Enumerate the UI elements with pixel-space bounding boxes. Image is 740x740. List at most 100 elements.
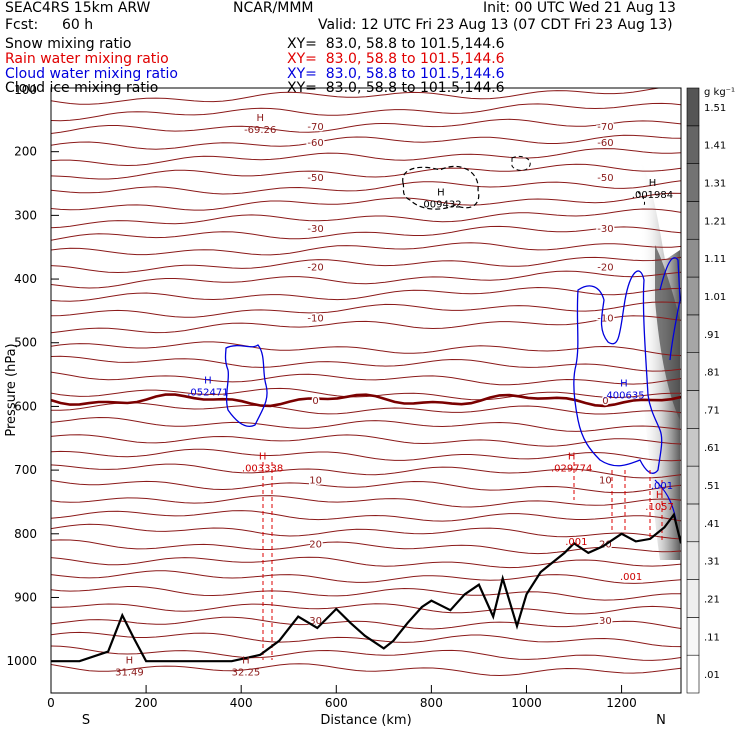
left-end-label: S [82,713,90,728]
isotherm-line [51,208,681,229]
isotherm-line [51,586,681,601]
isotherm-line [51,663,681,677]
isotherm-label: -10 [597,313,613,324]
extremum-value: .1057 [645,502,674,513]
ice-shading [640,160,680,560]
x-tick-label: 0 [47,696,55,710]
y-tick-label: 900 [14,590,37,604]
isotherm-line [51,270,681,289]
colorbar: .01 .11 .21 .31 .41 .51 .61 .71 .81 .91 1.01 1.11 1.… [686,87,726,694]
isotherm-line [51,315,681,334]
field-xy-cloud-water: XY= 83.0, 58.8 to 101.5,144.6 [287,66,505,82]
extremum-value: .001984 [632,190,673,201]
snow-contours [402,155,645,210]
y-tick-label: 600 [14,399,37,413]
isotherm-line [51,88,662,105]
fcst-value: 60 h [62,17,94,33]
x-tick-label: 400 [230,696,253,710]
y-tick-label: 400 [14,272,37,286]
colorbar-label: 1.41 [704,141,726,152]
colorbar-label: .21 [704,594,720,605]
colorbar-label: .91 [704,330,720,341]
isotherm-line [51,286,681,302]
colorbar-swatch [686,276,700,316]
extrema-labels: H-69.26H.009432H.001984H.052471H.400635H… [115,113,674,679]
isotherm-line [51,256,681,274]
colorbar-label: 1.51 [704,103,726,114]
extremum-value: .001 [565,537,587,548]
extremum-value: -69.26 [244,125,276,136]
y-tick-label: 300 [14,208,37,222]
colorbar-swatch [686,617,700,656]
y-axis-label: Pressure (hPa) [4,343,19,436]
y-tick-label: 800 [14,527,37,541]
y-axis: 200 300 400 500 600 700 800 900 1000 [6,145,59,668]
x-tick-label: 1000 [511,696,542,710]
isotherm-label: -70 [597,122,613,133]
rain-water-contours [262,462,663,660]
valid-time: Valid: 12 UTC Fri 23 Aug 13 (07 CDT Fri … [318,17,673,33]
isotherm-label: -20 [307,262,323,273]
isotherm-line [51,148,681,167]
extremum-value: .400635 [603,391,644,402]
x-tick-label: 600 [325,696,348,710]
extremum-value: .001 [651,481,673,492]
isotherm-label: 20 [309,539,322,550]
isotherm-line [51,448,681,462]
colorbar-swatch [686,238,700,278]
colorbar-label: .81 [704,368,720,379]
isotherm-line [51,242,681,256]
isotherm-line [51,416,681,432]
extremum-marker: H [242,656,250,667]
isotherm-label: 0 [312,396,318,407]
isotherm-label: 30 [599,616,612,627]
colorbar-label: 1.01 [704,292,726,303]
isotherm-line [51,510,681,522]
colorbar-swatch [686,201,700,240]
isotherm-label: -60 [597,138,613,149]
x-axis-label: Distance (km) [320,713,411,728]
extremum-marker: H [568,452,576,463]
plot-frame [50,87,682,694]
isotherm-label: 0 [602,396,608,407]
colorbar-swatch [686,163,700,202]
field-xy-snow: XY= 83.0, 58.8 to 101.5,144.6 [287,36,505,52]
extremum-marker: H [620,379,628,390]
right-end-label: N [656,713,666,728]
extremum-marker: H [126,656,134,667]
isotherm-line [51,341,681,357]
isotherm-line [51,495,681,508]
x-tick-label: 200 [135,696,158,710]
isotherm-line [51,434,681,447]
colorbar-swatch [686,654,700,694]
colorbar-swatch [686,390,700,429]
extremum-marker: H [204,375,212,386]
colorbar-unit: g kg⁻¹ [704,87,735,98]
isotherm-line [51,118,681,134]
colorbar-label: .51 [704,481,720,492]
isotherm-line [51,355,681,372]
isotherm-label: -30 [307,224,323,235]
y-tick-label: 700 [14,463,37,477]
isotherm-line [51,616,681,630]
org-label: NCAR/MMM [233,0,314,16]
colorbar-swatch [686,579,700,618]
field-name-rain: Rain water mixing ratio [5,51,169,67]
y-top-label: 100 [14,83,37,97]
colorbar-swatch [686,352,700,391]
isotherm-line [51,523,681,540]
colorbar-label: .01 [704,670,720,681]
colorbar-swatch [686,465,700,505]
isotherm-line [51,603,681,615]
extremum-marker: H [656,490,664,501]
colorbar-label: .11 [704,632,720,643]
isotherm-line [51,463,681,479]
colorbar-label: 1.21 [704,216,726,227]
isotherm-label: -30 [597,224,613,235]
colorbar-swatch [686,541,700,580]
colorbar-label: .31 [704,557,720,568]
extremum-value: .052471 [187,387,228,398]
colorbar-label: 1.31 [704,179,726,190]
extremum-marker: H [256,113,264,124]
